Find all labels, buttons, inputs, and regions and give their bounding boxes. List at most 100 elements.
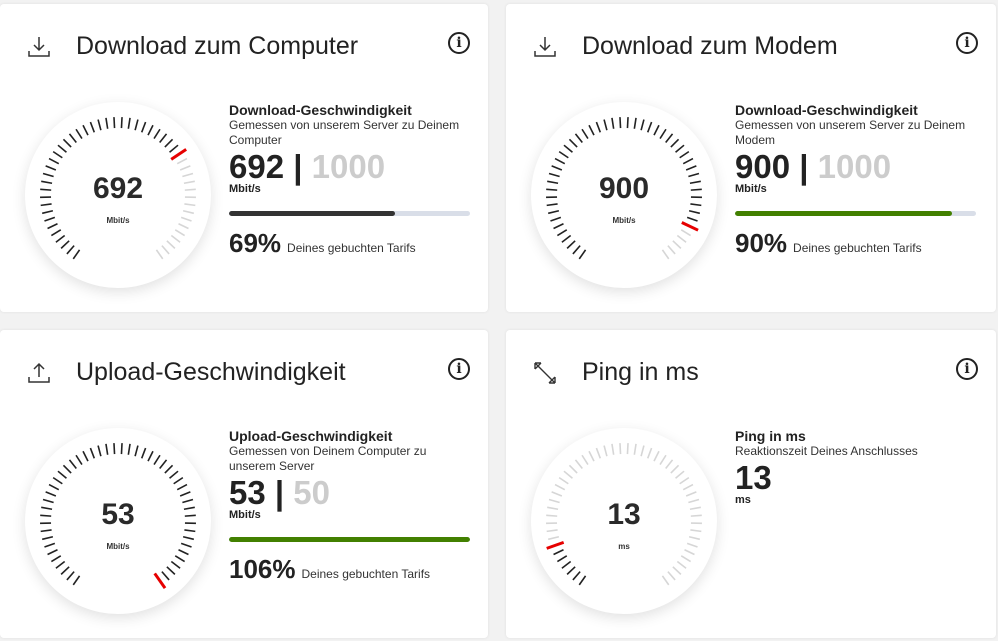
gauge-tick: [578, 575, 587, 586]
gauge-tick: [546, 203, 558, 207]
gauge-tick: [619, 117, 622, 129]
gauge-tick: [675, 470, 685, 479]
gauge-tick: [675, 144, 685, 153]
gauge-tick: [558, 476, 569, 485]
gauge-tick: [176, 157, 188, 165]
gauge-tick: [82, 124, 89, 136]
gauge-tick: [547, 535, 560, 541]
gauge-tick: [661, 575, 670, 586]
metric-description: Gemessen von unserem Server zu Deinem Mo…: [735, 118, 966, 147]
gauge-tick: [140, 447, 147, 459]
gauge-tick: [169, 470, 179, 479]
gauge-tick: [556, 555, 568, 563]
gauge-tick: [688, 172, 700, 178]
gauge-tick: [689, 506, 701, 511]
gauge-tick: [682, 157, 694, 165]
info-icon[interactable]: i: [956, 358, 978, 380]
gauge-marker-tick: [153, 572, 167, 590]
info-icon[interactable]: i: [956, 32, 978, 54]
gauge-tick: [159, 459, 168, 470]
gauge-tick: [40, 529, 52, 533]
speed-gauge: 53 Mbit/s: [25, 428, 211, 614]
gauge-tick: [568, 464, 578, 474]
info-icon[interactable]: i: [448, 32, 470, 54]
gauge-tick: [548, 498, 560, 504]
gauge-tick: [646, 121, 653, 133]
gauge-tick: [546, 188, 558, 191]
info-icon[interactable]: i: [448, 358, 470, 380]
progress-bar: [735, 211, 976, 216]
speed-card: Download zum Computer i 692 Mbit/s Downl…: [0, 4, 488, 312]
metric-description: Reaktionszeit Deines Anschlusses: [735, 444, 918, 458]
gauge-tick: [554, 157, 566, 165]
booked-max: 1000: [311, 148, 386, 185]
gauge-tick: [676, 234, 687, 243]
gauge-tick: [670, 464, 680, 474]
speed-card: Download zum Modem i 900 Mbit/s Download…: [506, 4, 996, 312]
gauge-tick: [153, 454, 161, 465]
gauge-tick: [611, 117, 615, 129]
measured-value: 692 | 1000: [229, 148, 386, 185]
gauge-tick: [75, 454, 83, 465]
gauge-tick: [690, 203, 702, 207]
gauge-tick: [558, 150, 569, 159]
card-title: Download zum Modem: [582, 32, 838, 60]
gauge-tick: [66, 571, 75, 581]
progress-bar: [229, 537, 470, 542]
gauge-tick: [57, 144, 67, 153]
gauge-marker-tick: [170, 148, 187, 161]
gauge-tick: [646, 447, 653, 459]
speed-gauge: 13 ms: [531, 428, 717, 614]
gauge-tick: [89, 121, 96, 133]
progress-bar: [229, 211, 470, 216]
gauge-tick: [670, 138, 680, 148]
gauge-tick: [184, 188, 196, 191]
gauge-tick: [182, 172, 194, 178]
gauge-tick: [41, 180, 53, 185]
gauge-tick: [688, 535, 701, 541]
gauge-tick: [176, 483, 188, 491]
gauge-tick: [127, 443, 131, 455]
gauge-tick: [66, 245, 75, 255]
gauge-tick: [89, 447, 96, 459]
gauge-tick: [665, 133, 674, 144]
gauge-tick: [551, 491, 563, 497]
gauge-tick: [661, 249, 670, 260]
gauge-tick: [179, 165, 191, 171]
gauge-value: 13: [607, 498, 641, 531]
gauge-tick: [572, 245, 581, 255]
gauge-tick: [62, 138, 72, 148]
gauge-tick: [183, 506, 195, 511]
gauge-tick: [611, 443, 615, 455]
booked-max: 1000: [817, 148, 892, 185]
gauge-marker-tick: [546, 540, 565, 550]
gauge-tick: [134, 119, 139, 131]
gauge-tick: [633, 443, 637, 455]
gauge-tick: [147, 124, 154, 136]
gauge-tick: [548, 172, 560, 178]
gauge-tick: [547, 506, 559, 511]
download-icon: [28, 37, 50, 57]
gauge-tick: [679, 476, 690, 485]
metric-heading: Ping in ms: [735, 428, 806, 444]
gauge-tick: [183, 180, 195, 185]
gauge-tick: [44, 542, 56, 548]
gauge-tick: [563, 144, 573, 153]
gauge-tick: [672, 240, 682, 249]
gauge-tick: [603, 445, 608, 457]
gauge-tick: [626, 117, 629, 129]
gauge-tick: [41, 209, 54, 215]
gauge-tick: [603, 119, 608, 131]
gauge-tick: [68, 133, 77, 144]
measured-value: 900 | 1000: [735, 148, 892, 185]
gauge-tick: [547, 209, 560, 215]
gauge-tick: [679, 150, 690, 159]
gauge-tick: [182, 535, 195, 541]
gauge-tick: [60, 566, 70, 575]
gauge-tick: [690, 188, 702, 191]
gauge-tick: [566, 240, 576, 249]
gauge-tick: [551, 165, 563, 171]
gauge-tick: [547, 180, 559, 185]
card-title: Download zum Computer: [76, 32, 359, 60]
gauge-tick: [553, 223, 564, 230]
